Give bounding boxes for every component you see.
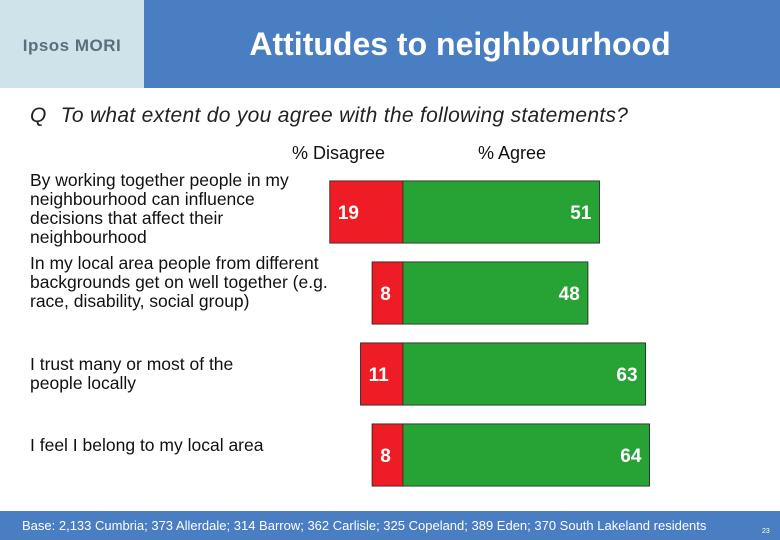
diverging-bar-chart: 19 51 8 48 11 63 8 64: [329, 180, 650, 487]
bar-agree-3: [402, 342, 646, 406]
label-agree-4: 64: [620, 446, 642, 467]
question-text: Q To what extent do you agree with the fo…: [30, 104, 770, 128]
bar-disagree-2: [371, 261, 404, 325]
label-disagree-1: 19: [338, 203, 359, 224]
label-agree-1: 51: [570, 203, 592, 224]
bar-disagree-3: [360, 342, 404, 406]
statement-label-4: I feel I belong to my local area: [30, 435, 264, 455]
column-header-agree: % Agree: [478, 143, 547, 163]
bar-agree-4: [402, 423, 650, 487]
label-disagree-4: 8: [380, 446, 391, 467]
statement-label-3: I trust many or most of the people local…: [30, 354, 234, 393]
statement-label-1: By working together people in my neighbo…: [30, 170, 289, 247]
label-agree-2: 48: [559, 284, 580, 305]
footer-bar: Base: 2,133 Cumbria; 373 Allerdale; 314 …: [0, 511, 780, 540]
header-bar: Ipsos MORI Attitudes to neighbourhood: [0, 0, 780, 88]
column-header-disagree: % Disagree: [292, 143, 386, 163]
logo-box: Ipsos MORI: [0, 0, 144, 88]
bar-agree-2: [402, 261, 589, 325]
question-body: To what extent do you agree with the fol…: [60, 104, 629, 127]
page-title: Attitudes to neighbourhood: [249, 26, 671, 62]
question-prefix: Q: [30, 104, 47, 127]
label-agree-3: 63: [616, 365, 637, 386]
bar-disagree-4: [371, 423, 404, 487]
statement-label-2: In my local area people from different b…: [30, 253, 328, 311]
base-note: Base: 2,133 Cumbria; 373 Allerdale; 314 …: [22, 518, 707, 533]
bar-agree-1: [402, 180, 600, 244]
page-number: 23: [762, 528, 770, 535]
ipsos-mori-logo: Ipsos MORI: [22, 36, 122, 55]
label-disagree-2: 8: [380, 284, 391, 305]
bar-disagree-1: [329, 180, 404, 244]
label-disagree-3: 11: [369, 365, 390, 386]
